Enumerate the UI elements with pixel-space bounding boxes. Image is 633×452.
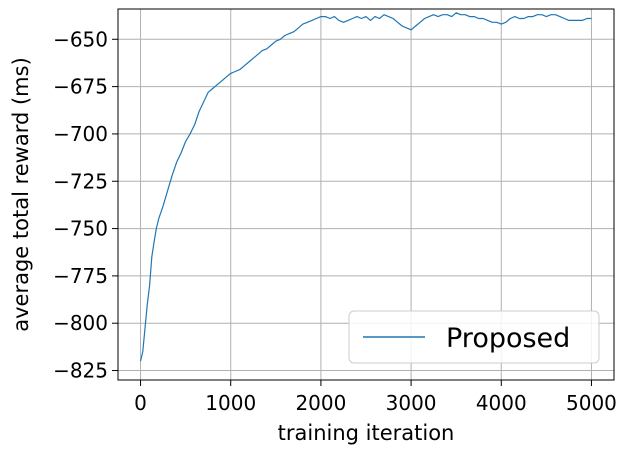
x-tick-label: 0 <box>134 391 147 415</box>
x-axis-label: training iteration <box>278 421 455 445</box>
y-tick-label: −725 <box>53 169 108 193</box>
x-tick-label: 5000 <box>566 391 617 415</box>
y-tick-label: −675 <box>53 75 108 99</box>
series-layer <box>139 12 592 362</box>
x-tick-label: 1000 <box>205 391 256 415</box>
legend: Proposed <box>348 310 600 364</box>
y-tick-label: −775 <box>53 264 108 288</box>
legend-box <box>348 310 600 364</box>
ticks: 0 1000 2000 3000 4000 5000 −825 −800 −775 −750 −72… <box>53 27 617 415</box>
plot-frame <box>117 8 615 381</box>
series-line-proposed <box>139 12 592 362</box>
y-tick-label: −800 <box>53 311 108 335</box>
grid-lines <box>118 9 614 380</box>
y-tick-label: −750 <box>53 217 108 241</box>
y-axis-label: average total reward (ms) <box>9 57 33 332</box>
x-tick-label: 2000 <box>295 391 346 415</box>
x-tick-label: 4000 <box>476 391 527 415</box>
y-tick-label: −825 <box>53 359 108 383</box>
y-tick-label: −700 <box>53 122 108 146</box>
y-tick-label: −650 <box>53 27 108 51</box>
legend-label-proposed: Proposed <box>446 323 570 354</box>
x-tick-label: 3000 <box>386 391 437 415</box>
